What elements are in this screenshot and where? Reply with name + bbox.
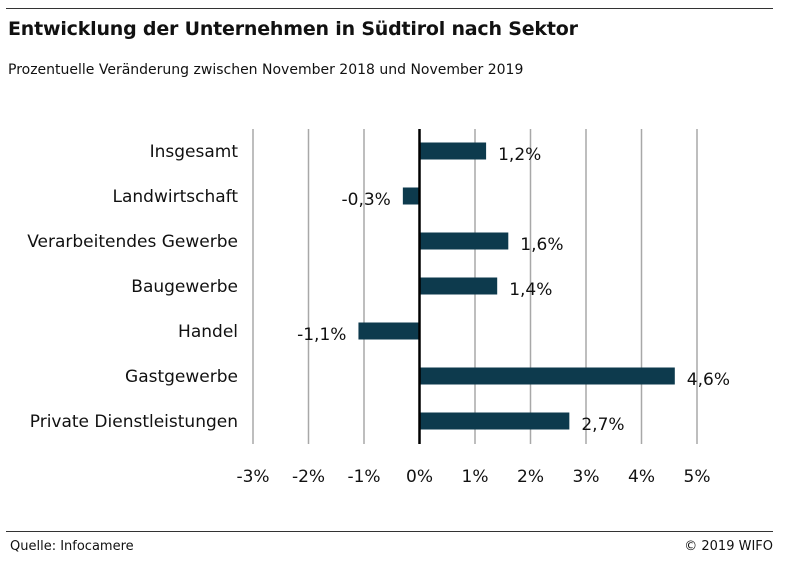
x-tick-label: 0%	[406, 467, 433, 487]
value-label: 4,6%	[687, 370, 730, 390]
value-label: -0,3%	[342, 190, 391, 210]
category-label: Handel	[178, 322, 238, 342]
bar-chart: -3% -2% -1% 0% 1% 2% 3% 4% 5% Insgesamt 1,2% Landwi…	[27, 129, 730, 487]
x-tick-label: -3%	[236, 467, 269, 487]
value-label: -1,1%	[297, 325, 346, 345]
category-label: Insgesamt	[150, 142, 239, 162]
value-label: 2,7%	[581, 415, 624, 435]
value-label: 1,6%	[520, 235, 563, 255]
x-tick-label: -1%	[347, 467, 380, 487]
chart-title: Entwicklung der Unternehmen in Südtirol …	[8, 18, 578, 40]
source-note: Quelle: Infocamere	[10, 539, 134, 554]
top-rule	[6, 8, 773, 9]
x-tick-label: 4%	[628, 467, 655, 487]
chart-subtitle: Prozentuelle Veränderung zwischen Novemb…	[8, 62, 524, 78]
bar	[419, 367, 675, 385]
copyright-note: © 2019 WIFO	[684, 539, 773, 554]
bar	[419, 142, 487, 160]
category-label: Landwirtschaft	[113, 187, 239, 207]
bar	[402, 187, 420, 205]
x-tick-label: -2%	[292, 467, 325, 487]
bar	[419, 232, 509, 250]
x-tick-label: 2%	[517, 467, 544, 487]
value-label: 1,2%	[498, 145, 541, 165]
bar	[419, 412, 570, 430]
bar	[419, 277, 498, 295]
category-label: Gastgewerbe	[125, 367, 238, 387]
x-tick-label: 5%	[684, 467, 711, 487]
x-tick-label: 3%	[573, 467, 600, 487]
value-label: 1,4%	[509, 280, 552, 300]
x-tick-label: 1%	[462, 467, 489, 487]
bottom-rule	[6, 531, 773, 532]
category-label: Baugewerbe	[131, 277, 238, 297]
category-label: Private Dienstleistungen	[30, 412, 238, 432]
bar	[358, 322, 420, 340]
category-label: Verarbeitendes Gewerbe	[27, 232, 238, 252]
